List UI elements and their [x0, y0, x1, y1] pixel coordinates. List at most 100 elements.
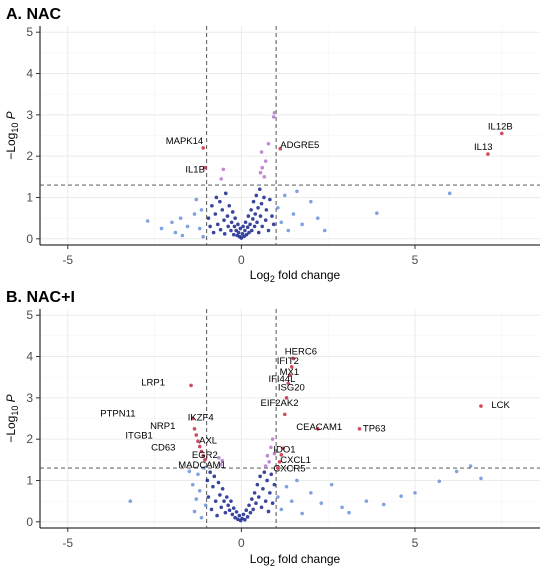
data-point [289, 499, 294, 503]
data-point [250, 497, 254, 501]
data-point [257, 187, 262, 192]
data-point [479, 476, 483, 481]
gene-label: CD63 [151, 443, 175, 454]
data-point [295, 189, 299, 194]
data-point [258, 474, 262, 479]
gene-label: AXL [199, 435, 217, 446]
data-point [208, 224, 212, 229]
data-point [281, 446, 285, 451]
data-point [222, 218, 226, 223]
data-point [243, 517, 247, 522]
y-axis-title: −Log10 P [4, 111, 20, 159]
data-point [265, 453, 270, 458]
data-point [282, 412, 287, 417]
major-grid [40, 26, 540, 245]
data-point [203, 458, 207, 462]
y-tick-label: 1 [26, 190, 33, 204]
gene-label: LCK [491, 400, 510, 411]
gene-label: IKZF4 [188, 413, 214, 424]
data-point [279, 507, 284, 512]
data-point [189, 383, 193, 388]
data-point [223, 191, 228, 196]
y-tick-label: 0 [26, 232, 33, 246]
x-tick-label: -5 [62, 253, 73, 267]
data-point [241, 512, 246, 517]
panel-title: A. NAC [6, 6, 62, 23]
data-point [322, 228, 327, 233]
data-point [241, 224, 245, 229]
y-tick-label: 5 [26, 25, 33, 39]
data-point [258, 170, 263, 175]
data-point [270, 214, 274, 218]
data-point [262, 175, 267, 179]
data-point [201, 146, 205, 150]
data-point [270, 501, 275, 506]
data-point [269, 445, 273, 450]
data-point [264, 208, 269, 212]
data-point [239, 236, 244, 240]
data-point [180, 233, 185, 238]
data-point [279, 220, 284, 225]
y-tick-label: 2 [26, 432, 33, 446]
data-point [248, 510, 253, 515]
data-point [347, 510, 351, 515]
data-point [266, 141, 271, 146]
data-point [216, 480, 221, 485]
data-point [268, 197, 272, 202]
data-point [197, 226, 202, 231]
data-point [258, 214, 263, 218]
data-point [202, 466, 206, 470]
gene-label: IFI44L [268, 374, 295, 385]
data-point [229, 228, 233, 233]
data-point [254, 501, 258, 506]
y-tick-label: 2 [26, 149, 33, 163]
data-point [192, 509, 197, 514]
data-point [199, 515, 204, 520]
data-point [454, 469, 459, 474]
data-point [272, 110, 277, 115]
data-point [229, 220, 234, 225]
gene-label: EGR2 [192, 450, 218, 461]
data-point [219, 177, 224, 181]
x-tick-label: 0 [238, 253, 245, 267]
data-point [256, 495, 261, 499]
data-point [237, 513, 242, 518]
data-point [263, 464, 268, 468]
data-point [249, 208, 253, 212]
data-point [192, 427, 197, 431]
data-point [309, 199, 313, 204]
panel-b-nac-i: B. NAC+I -5 0 5 0 1 2 3 4 5 HERC6IFIT2MX1IFI44LISG… [4, 289, 540, 568]
gene-label: IL12B [488, 121, 513, 132]
data-point [309, 491, 313, 495]
data-point [271, 115, 276, 119]
data-point [263, 218, 268, 223]
data-point [170, 220, 174, 225]
x-tick-label: 0 [238, 536, 245, 550]
data-point [201, 453, 205, 458]
x-tick-label: 5 [412, 253, 419, 267]
data-point [199, 449, 204, 454]
data-point [220, 458, 225, 463]
data-point [357, 427, 362, 431]
data-point [247, 230, 251, 235]
data-point [295, 478, 299, 483]
data-point [277, 460, 282, 464]
data-point [231, 232, 236, 237]
x-axis-title: Log2 fold change [250, 552, 341, 568]
data-point [226, 503, 230, 508]
data-point [128, 499, 133, 503]
data-point [232, 224, 237, 229]
data-point [215, 513, 219, 518]
data-point [187, 469, 192, 474]
data-point [259, 201, 264, 206]
gene-label: LRP1 [141, 377, 165, 388]
data-point [226, 224, 230, 229]
data-point [447, 191, 452, 196]
data-point [230, 210, 235, 214]
gene-label: IFIT2 [277, 356, 299, 367]
data-point [246, 214, 251, 218]
data-point [213, 212, 218, 216]
minor-grid [40, 26, 540, 245]
data-point [244, 508, 249, 513]
